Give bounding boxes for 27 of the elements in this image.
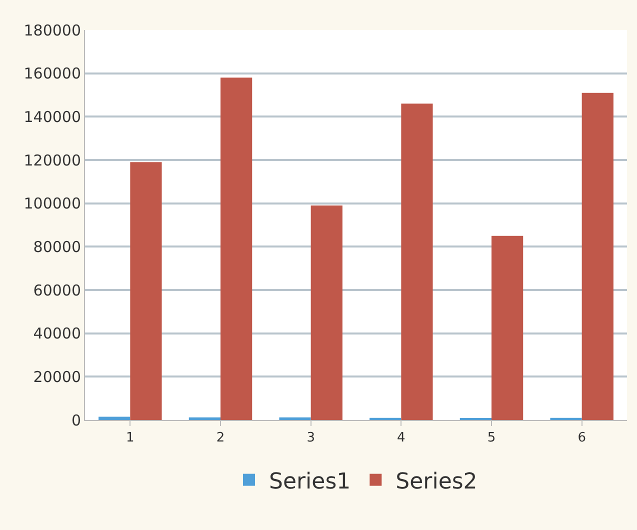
x-tick-label: 5 <box>487 430 496 446</box>
x-tick-label: 4 <box>397 430 406 446</box>
y-tick-label: 180000 <box>24 21 81 40</box>
bar <box>279 417 311 420</box>
x-tick-label: 1 <box>126 430 134 446</box>
bar <box>220 78 252 420</box>
bar <box>98 416 130 420</box>
bar <box>130 162 162 420</box>
x-tick-label: 2 <box>216 430 225 446</box>
bar <box>310 206 342 420</box>
bar <box>188 417 220 420</box>
y-tick-label: 140000 <box>24 108 81 126</box>
y-tick-label: 40000 <box>33 324 81 343</box>
bar <box>492 236 524 420</box>
y-tick-label: 120000 <box>24 151 81 170</box>
y-tick-label: 160000 <box>24 64 81 83</box>
x-tick-label: 3 <box>306 430 315 446</box>
x-tick-label: 6 <box>578 430 586 446</box>
legend-label: Series1 <box>269 469 351 494</box>
bar <box>401 104 433 420</box>
y-tick-label: 100000 <box>24 194 81 213</box>
bar <box>582 92 614 420</box>
y-tick-label: 20000 <box>33 368 81 386</box>
legend-label: Series2 <box>396 469 478 494</box>
y-tick-label: 0 <box>71 411 81 430</box>
y-tick-label: 60000 <box>33 281 81 300</box>
y-tick-label: 80000 <box>33 238 81 256</box>
